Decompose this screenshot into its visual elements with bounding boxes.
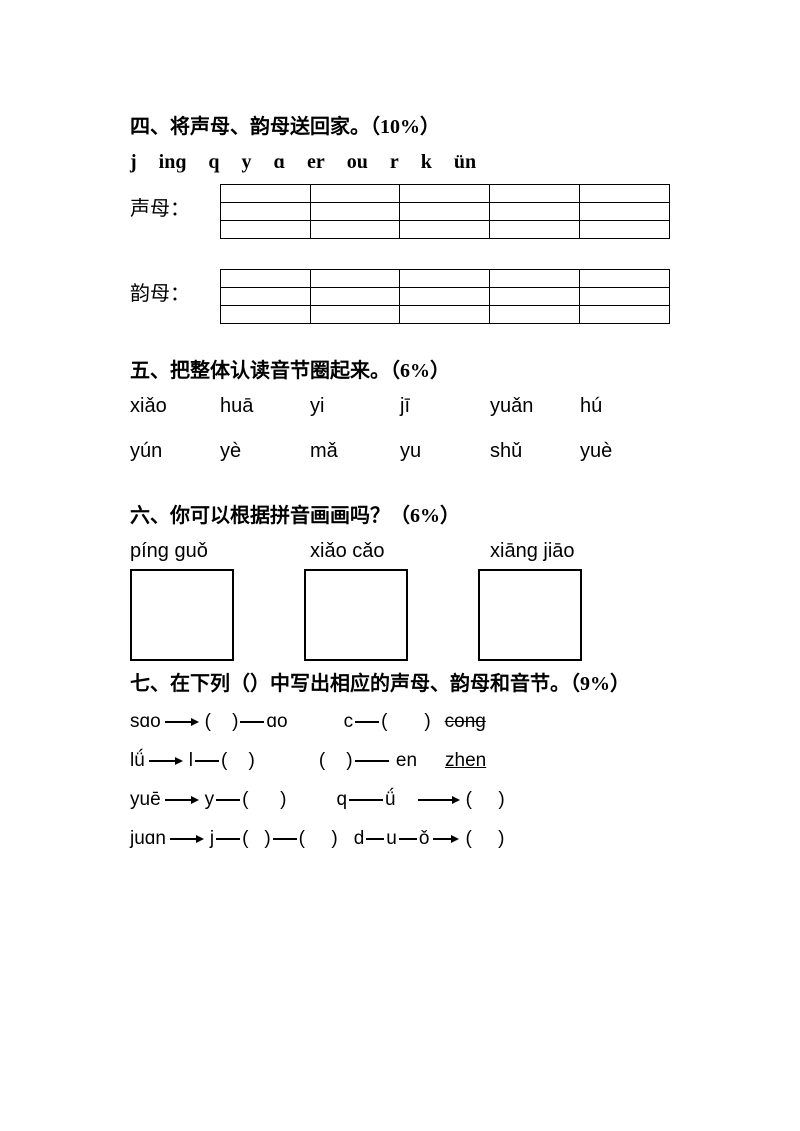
finals-grid[interactable] (220, 269, 670, 324)
section-4-title: 四、将声母、韵母送回家。（10%） (130, 110, 670, 139)
letter: ün (454, 151, 476, 174)
decomp-row-2: lǘ l ( ) ( ) en zhen (130, 747, 670, 775)
pinyin-letters-row: j inɡ q y ɑ er ou r k ün (130, 151, 670, 174)
syl: j (210, 828, 214, 850)
letter: y (242, 151, 252, 174)
syl: sɑo (130, 711, 161, 733)
syl: ǘ (385, 789, 396, 811)
draw-label: xiānɡ jiāo (490, 540, 670, 563)
syllable: xiǎo (130, 395, 220, 418)
syl: c (344, 711, 354, 733)
syl: yuē (130, 789, 161, 811)
syl-under: zhen (445, 750, 486, 772)
syl: juɑn (130, 828, 166, 850)
letter: j (130, 151, 137, 174)
syl-strike: conɡ (445, 711, 486, 733)
dash-icon (399, 838, 417, 840)
blank[interactable]: ( ) (242, 789, 286, 811)
finals-label: 韵母： (130, 269, 220, 306)
draw-labels: pínɡ ɡuǒ xiǎo cǎo xiānɡ jiāo (130, 540, 670, 563)
letter: ɑ (274, 151, 286, 174)
syl: u (386, 828, 397, 850)
syl: l (189, 750, 193, 772)
draw-box[interactable] (478, 569, 582, 661)
dash-icon (349, 799, 383, 801)
syllable: yuǎn (490, 395, 580, 418)
initials-label: 声母： (130, 184, 220, 221)
dash-icon (273, 838, 297, 840)
syllable-row-1: xiǎo huā yi jī yuǎn hú (130, 395, 670, 418)
syllable: shǔ (490, 440, 580, 463)
blank[interactable]: ( ) (205, 711, 239, 733)
blank[interactable]: ( ) (465, 828, 504, 850)
draw-box[interactable] (304, 569, 408, 661)
decomp-row-4: juɑn j ( ) ( ) d u ǒ ( ) (130, 825, 670, 853)
blank[interactable]: ( ) (299, 828, 338, 850)
dash-icon (216, 838, 240, 840)
dash-icon (240, 721, 264, 723)
syllable: jī (400, 395, 490, 418)
initials-grid[interactable] (220, 184, 670, 239)
dash-icon (355, 760, 389, 762)
blank[interactable]: ( ) (381, 711, 431, 733)
letter: k (421, 151, 432, 174)
blank[interactable]: ( ) (221, 750, 255, 772)
letter: r (390, 151, 399, 174)
syllable: yuè (580, 440, 670, 463)
syl: d (354, 828, 365, 850)
syllable: yi (310, 395, 400, 418)
syl: q (336, 789, 347, 811)
dash-icon (366, 838, 384, 840)
syllable: yún (130, 440, 220, 463)
draw-box[interactable] (130, 569, 234, 661)
draw-label: xiǎo cǎo (310, 540, 490, 563)
letter: inɡ (159, 151, 187, 174)
section-6-title: 六、你可以根据拼音画画吗？（6%） (130, 499, 670, 528)
syl: ɑo (266, 711, 287, 733)
blank[interactable]: ( ) (466, 789, 505, 811)
draw-boxes (130, 569, 670, 661)
decomp-row-1: sɑo ( ) ɑo c ( ) conɡ (130, 708, 670, 736)
letter: q (208, 151, 219, 174)
letter: er (307, 151, 325, 174)
syllable: mǎ (310, 440, 400, 463)
decomp-row-3: yuē y ( ) q ǘ ( ) (130, 786, 670, 814)
syl: ǒ (419, 828, 430, 850)
syllable-row-2: yún yè mǎ yu shǔ yuè (130, 440, 670, 463)
dash-icon (355, 721, 379, 723)
syllable: hú (580, 395, 670, 418)
blank[interactable]: ( ) (242, 828, 271, 850)
syllable: yu (400, 440, 490, 463)
finals-row: 韵母： (130, 269, 670, 324)
dash-icon (216, 799, 240, 801)
letter: ou (347, 151, 368, 174)
syllable: huā (220, 395, 310, 418)
syl: lǘ (130, 750, 145, 772)
syl: y (205, 789, 215, 811)
section-5-title: 五、把整体认读音节圈起来。（6%） (130, 354, 670, 383)
syllable: yè (220, 440, 310, 463)
syl: en (391, 750, 417, 772)
section-7-title: 七、在下列（）中写出相应的声母、韵母和音节。（9%） (130, 667, 670, 696)
blank[interactable]: ( ) (319, 750, 353, 772)
draw-label: pínɡ ɡuǒ (130, 540, 310, 563)
dash-icon (195, 760, 219, 762)
initials-row: 声母： (130, 184, 670, 239)
